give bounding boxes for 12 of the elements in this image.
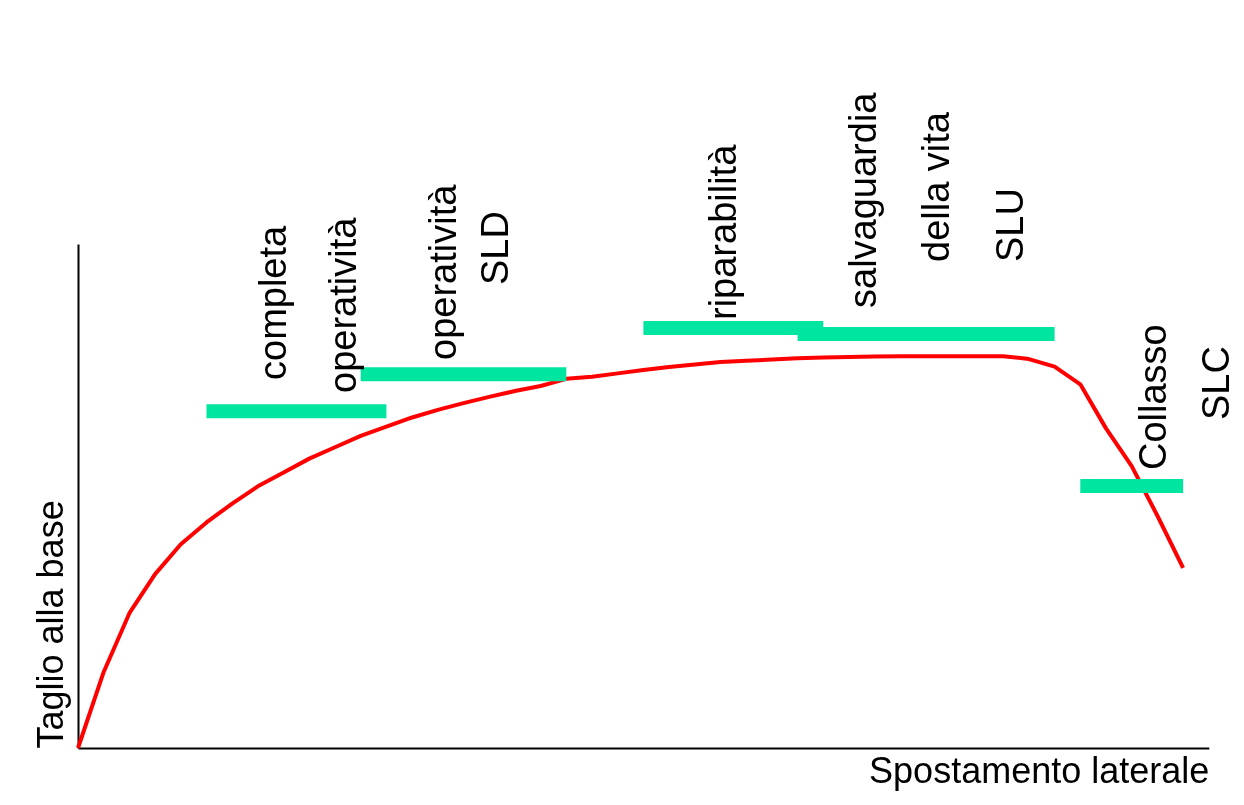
annotation: SLC [1195, 346, 1237, 420]
text: SLU [989, 188, 1031, 262]
text: riparabilità [702, 143, 744, 320]
y-axis-title: Taglio alla base [29, 500, 71, 749]
annotation: operatività [322, 216, 364, 393]
text: SLD [474, 211, 516, 285]
annotation: completa [252, 224, 294, 380]
text: salvaguardia [842, 91, 884, 308]
text: della vita [915, 111, 957, 262]
annotation: Collasso [1132, 324, 1174, 470]
x-axis-title: Spostamento laterale [869, 749, 1210, 791]
annotation: operatività [422, 183, 464, 360]
